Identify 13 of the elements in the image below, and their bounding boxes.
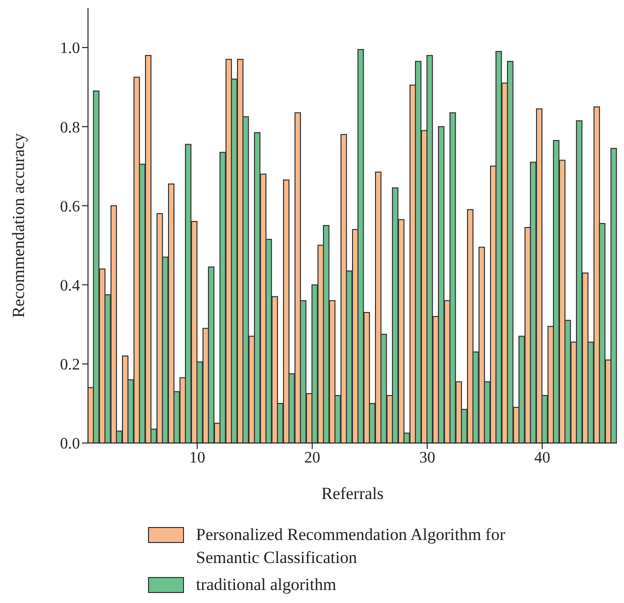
x-tick-label: 20	[304, 449, 320, 466]
y-axis-title: Recommendation accuracy	[9, 132, 28, 318]
x-tick-label: 10	[189, 449, 206, 466]
y-tick-label: 0.0	[60, 436, 80, 453]
x-tick-label: 30	[419, 449, 436, 466]
legend-label: traditional algorithm	[196, 574, 336, 596]
y-tick-label: 0.6	[60, 198, 80, 216]
y-tick-label: 0.2	[60, 356, 80, 374]
y-tick-label: 1.0	[60, 40, 80, 58]
y-tick-label: 0.8	[60, 119, 80, 136]
x-axis-title: Referrals	[321, 484, 384, 503]
x-tick-label: 40	[534, 449, 550, 466]
y-tick-label: 0.4	[60, 278, 80, 294]
